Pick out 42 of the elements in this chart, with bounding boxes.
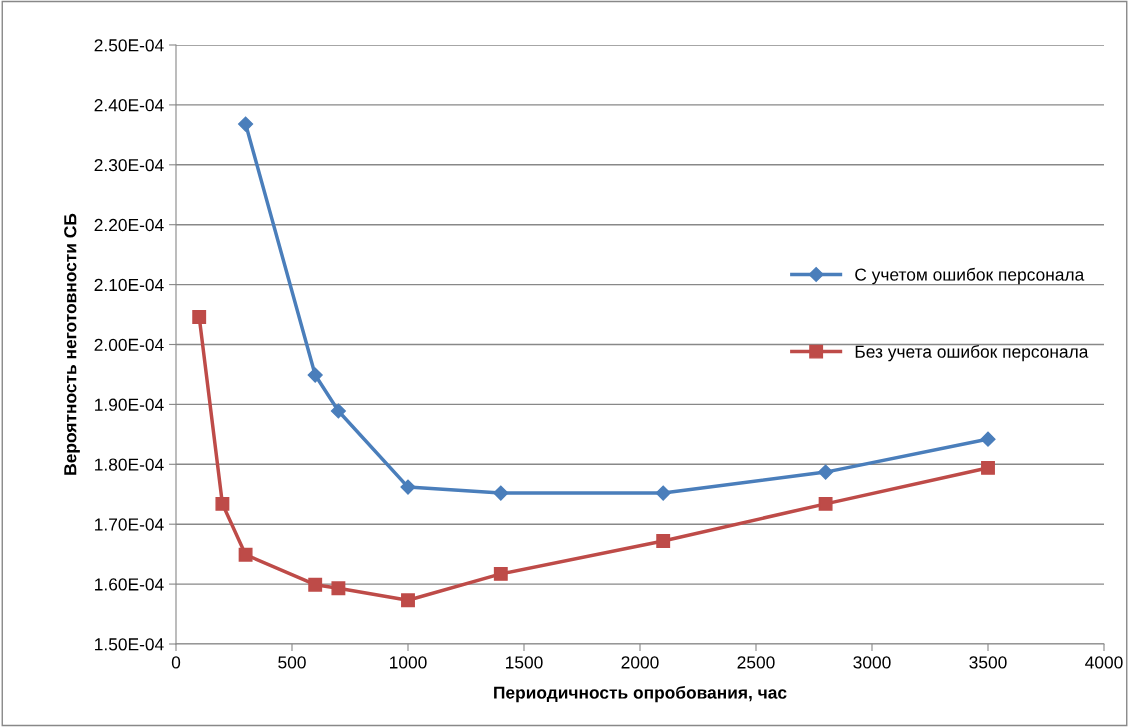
x-tick-label: 500 [278,656,306,669]
point [493,485,509,501]
y-tick-label: 2.30E-04 [94,158,164,172]
point [981,460,995,475]
x-axis-title: Периодичность опробования, час [494,685,787,703]
point [215,496,230,511]
y-tick-label: 1.90E-04 [95,398,164,411]
point [238,116,254,132]
y-tick-label: 2.20E-04 [94,218,164,232]
y-axis-title: Вероятность неготовности СБ [64,213,80,475]
point [401,593,415,608]
x-tick-label: 1500 [506,656,543,669]
point [493,566,508,581]
x-tick-label: 2000 [621,656,659,669]
point [980,431,996,447]
y-tick-label: 2.00E-04 [94,338,164,351]
point [331,581,346,596]
point [307,367,323,383]
point [400,479,416,495]
legend-label: Без учета ошибок персонала [855,344,1089,362]
point [818,464,834,480]
y-tick-label: 2.40E-04 [94,99,164,112]
point [818,496,833,511]
x-tick-label: 4000 [1085,656,1123,669]
y-tick-label: 2.50E-04 [94,39,164,52]
x-tick-label: 1000 [390,656,427,669]
y-tick-label: 1.70E-04 [95,518,164,531]
point [308,577,323,592]
point [656,534,671,548]
x-tick-label: 3500 [969,656,1007,669]
y-tick-label: 1.60E-04 [95,578,164,591]
x-tick-label: 3000 [853,656,891,669]
x-tick-label: 2500 [737,656,775,669]
legend-label: С учетом ошибок персонала [855,267,1085,285]
point [238,547,253,562]
point [655,485,671,501]
x-tick-label: 0 [171,656,181,669]
point [330,403,346,419]
y-tick-label: 1.50E-04 [95,638,164,651]
point [192,310,207,324]
y-tick-label: 2.10E-04 [94,278,164,292]
y-tick-label: 1.80E-04 [95,458,164,471]
